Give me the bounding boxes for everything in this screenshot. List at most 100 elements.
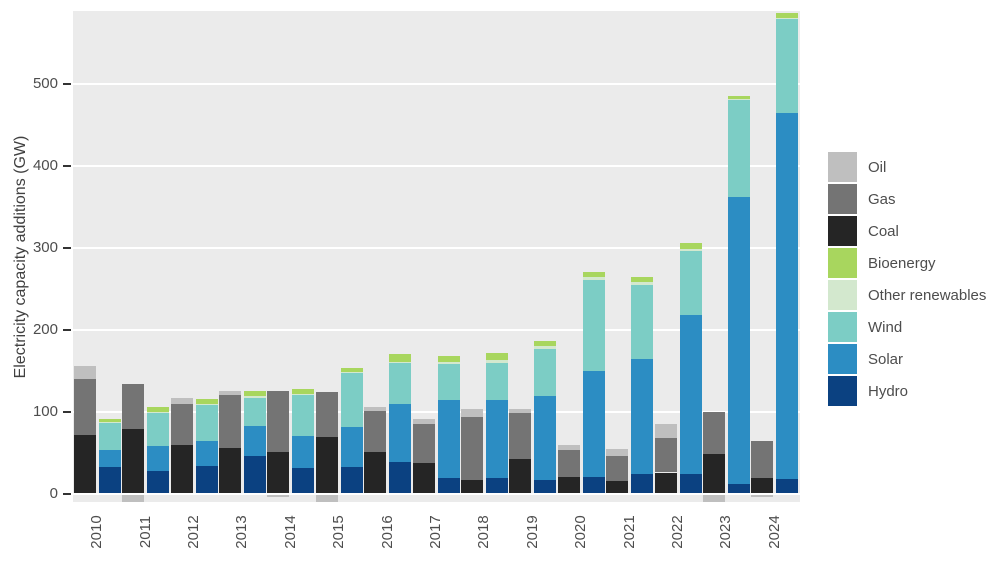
legend-item-solar: Solar [828,344,986,374]
legend-label-hydro: Hydro [868,382,909,400]
gridline-100 [73,411,800,413]
x-tick-label-2023: 2023 [717,515,735,549]
bar-2022-hydro [679,474,702,493]
bar-2020-coal [557,476,580,493]
legend-item-gas: Gas [828,184,986,214]
bar-2012-coal [170,445,193,493]
bar-2024-solar [776,112,799,480]
legend-swatch-solar [828,344,857,374]
bar-2014-other-renewables [292,393,315,395]
bar-2013-bioenergy [243,391,266,397]
bar-2012-wind [195,404,218,442]
legend-swatch-other-renewables [828,280,857,310]
bar-2016-bioenergy [389,354,412,362]
y-tick-mark-500 [63,83,71,85]
bar-2017-oil [412,419,435,425]
bar-2014-wind [292,394,315,436]
x-tick-label-2018: 2018 [475,515,493,549]
bar-2015-bioenergy [340,368,363,373]
x-tick-label-2017: 2017 [427,515,444,549]
legend-swatch-coal [828,216,857,246]
x-tick-label-2010: 2010 [88,515,106,549]
bar-2017-gas [412,424,435,463]
bar-2011-solar [147,446,170,471]
bar-2013-oil [218,390,241,395]
bar-2018-solar [485,400,508,479]
bar-2015-gas [315,392,338,438]
legend-label-bioenergy: Bioenergy [868,254,936,272]
bar-2024-hydro [776,479,799,493]
bar-2024-gas [751,440,774,479]
y-tick-mark-300 [63,247,71,249]
legend-swatch-bioenergy [828,248,857,278]
bar-2014-bioenergy [292,388,315,394]
gridline-400 [73,165,800,167]
bar-2016-other-renewables [389,361,412,364]
bar-2015-hydro [340,466,363,493]
bar-2021-other-renewables [631,282,654,285]
bar-2020-bioenergy [582,272,605,278]
gridline-200 [73,329,800,331]
bar-2020-gas [557,450,580,477]
bar-2014-coal [267,452,290,493]
bar-2019-wind [534,348,557,397]
bar-2018-gas [460,416,483,480]
bar-2013-gas [218,394,241,448]
bar-2011-other-renewables [147,411,170,413]
bar-2018-hydro [485,478,508,493]
legend-item-other-renewables: Other renewables [828,280,986,310]
legend-label-solar: Solar [868,350,904,368]
legend-label-gas: Gas [868,190,896,208]
bar-2011-oil [122,495,145,502]
bar-2011-gas [122,383,145,430]
y-tick-label-500: 500 [32,75,58,92]
bar-2021-oil [606,448,629,457]
bar-2010-gas [73,379,96,435]
bar-2015-wind [340,373,363,428]
bar-2015-other-renewables [340,372,363,374]
bar-2013-coal [218,447,241,493]
bar-2017-other-renewables [437,361,460,365]
bar-2019-oil [509,408,532,414]
bar-2020-oil [557,445,580,451]
y-tick-mark-0 [63,493,71,495]
bar-2022-other-renewables [679,248,702,252]
x-tick-label-2020: 2020 [572,515,590,549]
legend-label-other-renewables: Other renewables [868,286,987,304]
bar-2015-solar [340,427,363,467]
bar-2014-gas [267,390,290,452]
bar-2024-coal [751,478,774,493]
x-tick-label-2021: 2021 [620,515,638,549]
y-tick-label-300: 300 [32,239,58,256]
bar-2017-wind [437,364,460,401]
legend-swatch-oil [828,152,857,182]
legend-item-coal: Coal [828,216,986,246]
bar-2010-coal [73,434,96,493]
bar-2021-solar [631,359,654,475]
bar-2014-oil [267,495,290,498]
legend-label-oil: Oil [868,158,887,176]
bar-2010-wind [98,423,121,450]
legend-item-bioenergy: Bioenergy [828,248,986,278]
y-tick-mark-100 [63,411,71,413]
y-tick-label-200: 200 [32,321,58,338]
bar-2015-coal [315,437,338,493]
legend-label-coal: Coal [868,222,899,240]
bar-2019-coal [509,459,532,493]
bar-2010-oil [73,365,96,379]
bar-2013-solar [243,425,266,457]
bar-2018-wind [485,362,508,401]
bar-2016-solar [389,404,412,462]
bar-2023-wind [727,100,750,197]
legend-item-wind: Wind [828,312,986,342]
bar-2016-gas [364,411,387,452]
legend-item-hydro: Hydro [828,376,986,406]
bar-2011-bioenergy [147,406,170,412]
x-tick-label-2013: 2013 [233,515,251,549]
x-tick-label-2011: 2011 [136,515,154,549]
bar-2016-hydro [389,461,412,493]
bar-2017-hydro [437,478,460,493]
legend-swatch-hydro [828,376,857,406]
x-tick-label-2015: 2015 [330,515,348,549]
bar-2024-oil [751,495,774,498]
